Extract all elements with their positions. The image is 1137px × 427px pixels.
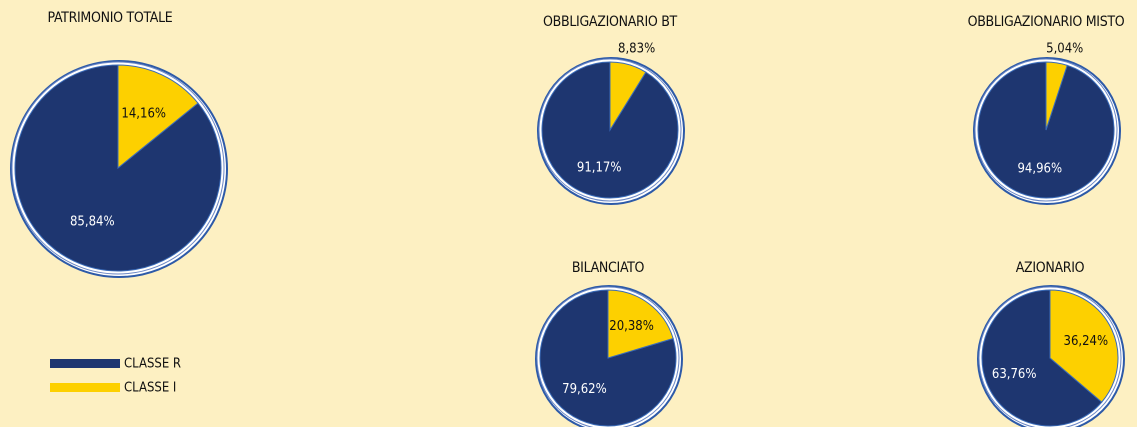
data-label: 36,24% xyxy=(1064,334,1109,349)
pie-ring xyxy=(538,58,682,202)
chart-title: OBBLIGAZIONARIO MISTO xyxy=(968,14,1125,30)
legend-label: CLASSE R xyxy=(124,357,181,372)
legend-swatch xyxy=(50,383,120,392)
data-label: 63,76% xyxy=(992,367,1037,382)
data-label: 85,84% xyxy=(70,214,115,229)
pie-slice xyxy=(607,289,674,359)
data-label: 14,16% xyxy=(121,107,166,122)
data-label: 8,83% xyxy=(618,42,655,57)
chart-title: OBBLIGAZIONARIO BT xyxy=(543,14,677,30)
pie-ring xyxy=(11,61,225,275)
legend-label: CLASSE I xyxy=(124,381,176,396)
pie-ring xyxy=(974,58,1118,202)
chart-title: PATRIMONIO TOTALE xyxy=(48,10,173,26)
legend-swatch xyxy=(50,359,120,368)
data-label: 20,38% xyxy=(609,319,654,334)
chart-title: BILANCIATO xyxy=(572,260,645,276)
pie-slice xyxy=(117,64,199,170)
pie-ring xyxy=(978,286,1122,427)
data-label: 5,04% xyxy=(1046,42,1083,57)
pie-slice xyxy=(1049,289,1119,403)
data-label: 94,96% xyxy=(1017,161,1062,176)
pie-slice xyxy=(609,61,647,132)
pie-slice xyxy=(539,289,677,427)
pie-slice xyxy=(981,289,1103,427)
pie-ring xyxy=(536,286,680,427)
pie-slice xyxy=(1045,61,1068,131)
data-label: 91,17% xyxy=(577,160,622,175)
data-label: 79,62% xyxy=(562,382,607,397)
chart-title: AZIONARIO xyxy=(1016,260,1085,276)
